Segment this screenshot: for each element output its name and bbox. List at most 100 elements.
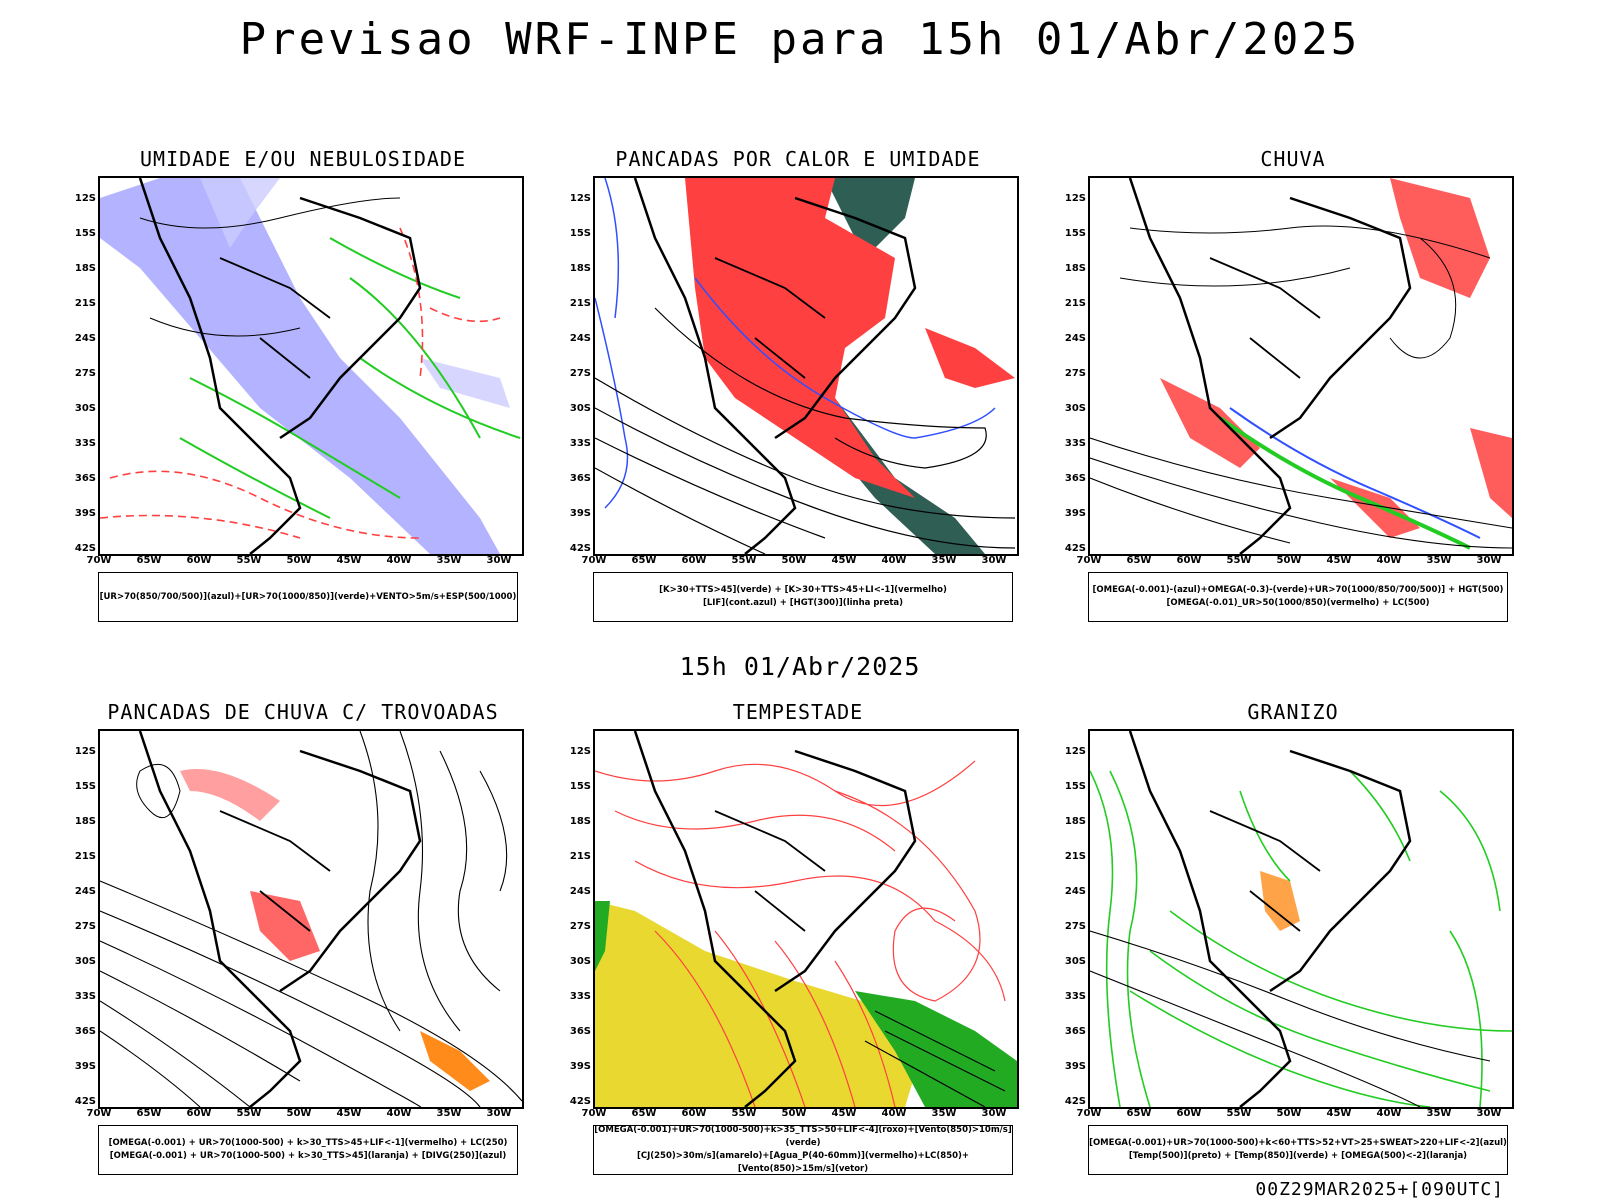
lon-tick: 35W <box>1426 1108 1452 1119</box>
lat-tick: 30S <box>569 403 591 414</box>
lat-tick: 21S <box>569 851 591 862</box>
legend-line: [OMEGA(-0.001)+UR>70(1000-500)+k<60+TTS>… <box>1089 1138 1507 1148</box>
run-timestamp: 00Z29MAR2025+[090UTC] <box>1255 1179 1504 1200</box>
lon-tick: 70W <box>1076 1108 1102 1119</box>
lat-tick: 27S <box>569 368 591 379</box>
panel-humidity: UMIDADE E/OU NEBULOSIDADE 12S 15S 18S 21… <box>68 147 538 627</box>
lat-tick: 27S <box>569 921 591 932</box>
map-canvas <box>595 178 1016 554</box>
lon-tick: 30W <box>981 555 1007 566</box>
lat-tick: 15S <box>569 781 591 792</box>
lon-tick: 45W <box>831 1108 857 1119</box>
map-heat-showers <box>593 176 1019 556</box>
lon-tick: 35W <box>931 1108 957 1119</box>
lat-tick: 39S <box>569 1061 591 1072</box>
lon-tick: 65W <box>136 1108 162 1119</box>
lon-tick: 30W <box>1476 1108 1502 1119</box>
lon-tick: 50W <box>781 1108 807 1119</box>
lon-tick: 45W <box>336 1108 362 1119</box>
legend-box: [K>30+TTS>45](verde) + [K>30+TTS>45+LI<-… <box>593 572 1013 622</box>
lon-tick: 65W <box>1126 555 1152 566</box>
lat-tick: 15S <box>74 781 96 792</box>
lat-tick: 12S <box>1064 193 1086 204</box>
lon-tick: 40W <box>386 555 412 566</box>
lat-tick: 39S <box>1064 1061 1086 1072</box>
map-canvas <box>595 731 1017 1107</box>
lat-tick: 42S <box>569 543 591 554</box>
lat-tick: 30S <box>1064 403 1086 414</box>
lat-tick: 33S <box>569 438 591 449</box>
lat-tick: 27S <box>74 921 96 932</box>
legend-line: [K>30+TTS>45](verde) + [K>30+TTS>45+LI<-… <box>659 585 947 595</box>
lon-tick: 40W <box>881 555 907 566</box>
legend-line: [OMEGA(-0.001)+UR>70(1000-500)+k>35_TTS>… <box>594 1125 1012 1148</box>
lat-tick: 21S <box>1064 298 1086 309</box>
lon-tick: 70W <box>581 555 607 566</box>
lat-tick: 33S <box>1064 991 1086 1002</box>
lat-tick: 33S <box>569 991 591 1002</box>
map-thunderstorm-showers <box>98 729 524 1109</box>
main-title: Previsao WRF-INPE para 15h 01/Abr/2025 <box>239 14 1361 65</box>
lat-tick: 36S <box>1064 473 1086 484</box>
lat-tick: 15S <box>74 228 96 239</box>
lat-tick: 30S <box>74 403 96 414</box>
lon-tick: 70W <box>86 555 112 566</box>
legend-box: [OMEGA(-0.001)+UR>70(1000-500)+k>35_TTS>… <box>593 1125 1013 1175</box>
lon-tick: 60W <box>186 1108 212 1119</box>
lat-tick: 18S <box>74 816 96 827</box>
lat-tick: 18S <box>569 263 591 274</box>
lon-tick: 45W <box>1326 1108 1352 1119</box>
lon-tick: 40W <box>1376 555 1402 566</box>
lat-tick: 24S <box>569 886 591 897</box>
lon-tick: 50W <box>286 555 312 566</box>
lon-tick: 65W <box>136 555 162 566</box>
lon-tick: 55W <box>1226 555 1252 566</box>
lon-tick: 60W <box>1176 555 1202 566</box>
lat-tick: 30S <box>74 956 96 967</box>
lon-tick: 55W <box>731 555 757 566</box>
panel-title: CHUVA <box>1260 147 1326 171</box>
legend-line: [OMEGA(-0.01)_UR>50(1000/850)(vermelho) … <box>1166 598 1430 608</box>
lat-tick: 21S <box>74 298 96 309</box>
lon-tick: 50W <box>1276 1108 1302 1119</box>
lon-tick: 65W <box>1126 1108 1152 1119</box>
lon-tick: 60W <box>186 555 212 566</box>
lat-tick: 12S <box>569 193 591 204</box>
lon-tick: 60W <box>1176 1108 1202 1119</box>
lat-tick: 24S <box>1064 886 1086 897</box>
map-canvas <box>1090 731 1512 1107</box>
lat-tick: 27S <box>1064 921 1086 932</box>
lat-tick: 18S <box>74 263 96 274</box>
map-rain <box>1088 176 1514 556</box>
lat-tick: 21S <box>569 298 591 309</box>
legend-box: [UR>70(850/700/500)](azul)+[UR>70(1000/8… <box>98 572 518 622</box>
lat-tick: 18S <box>569 816 591 827</box>
legend-line: [CJ(250)>30m/s](amarelo)+[Agua_P(40-60mm… <box>636 1151 970 1174</box>
lon-tick: 45W <box>336 555 362 566</box>
map-canvas <box>1090 178 1512 554</box>
lat-tick: 12S <box>1064 746 1086 757</box>
map-humidity <box>98 176 524 556</box>
map-canvas <box>100 731 522 1107</box>
lat-tick: 42S <box>1064 543 1086 554</box>
lon-tick: 40W <box>386 1108 412 1119</box>
lat-tick: 12S <box>74 746 96 757</box>
lon-tick: 55W <box>1226 1108 1252 1119</box>
legend-line: [LIF](cont.azul) + [HGT(300)](linha pret… <box>702 598 904 608</box>
lat-tick: 33S <box>74 438 96 449</box>
lat-tick: 33S <box>1064 438 1086 449</box>
lon-tick: 30W <box>1476 555 1502 566</box>
lat-tick: 42S <box>569 1096 591 1107</box>
lon-tick: 55W <box>236 555 262 566</box>
lon-tick: 35W <box>436 1108 462 1119</box>
lon-tick: 65W <box>631 555 657 566</box>
legend-line: [OMEGA(-0.001)-(azul)+OMEGA(-0.3)-(verde… <box>1092 585 1504 595</box>
legend-line: [UR>70(850/700/500)](azul)+[UR>70(1000/8… <box>99 591 517 602</box>
lat-tick: 24S <box>74 333 96 344</box>
lon-tick: 30W <box>486 1108 512 1119</box>
map-storm <box>593 729 1019 1109</box>
lat-tick: 39S <box>1064 508 1086 519</box>
lat-tick: 33S <box>74 991 96 1002</box>
legend-line: [Temp(500)](preto) + [Temp(850)](verde) … <box>1128 1151 1468 1161</box>
lat-tick: 12S <box>569 746 591 757</box>
